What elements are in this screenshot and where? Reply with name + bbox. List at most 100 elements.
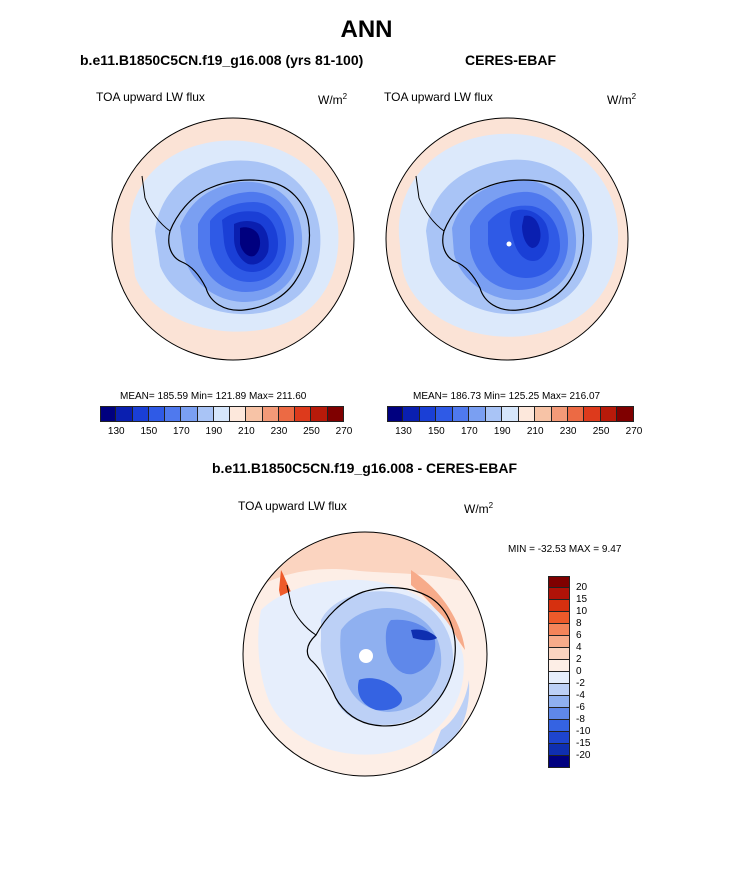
diff-colorbar-label: -20 — [576, 750, 591, 761]
colorbar-cell — [148, 406, 166, 422]
colorbar-tick-label: 170 — [460, 426, 478, 437]
colorbar-cell — [617, 406, 634, 422]
colorbar-cell — [132, 406, 149, 422]
colorbar-cell — [246, 406, 263, 422]
diff-colorbar-cell — [548, 744, 570, 756]
diff-colorbar-label: 8 — [576, 618, 582, 629]
diff-colorbar-label: -10 — [576, 726, 591, 737]
left-contour-7 — [240, 227, 261, 257]
colorbar-tick-label: 170 — [172, 426, 190, 437]
colorbar-tick-label: 230 — [270, 426, 288, 437]
colorbar-tick-label: 250 — [592, 426, 610, 437]
right-peninsula-outline — [415, 175, 445, 232]
colorbar-cell — [165, 406, 182, 422]
colorbar-cell — [327, 406, 344, 422]
colorbar-cell — [567, 406, 585, 422]
diff-colorbar-cell — [548, 624, 570, 636]
right-colorbar-ticks: 130 150 170 190 210 230 250 270 — [387, 426, 642, 440]
colorbar-tick-label: 250 — [303, 426, 320, 437]
left-colorbar-frame — [100, 406, 344, 422]
figure-title: ANN — [340, 16, 393, 43]
left-panel-title: b.e11.B1850C5CN.f19_g16.008 (yrs 81-100) — [80, 52, 364, 68]
diff-colorbar-cell — [548, 708, 570, 720]
diff-cool-southeast — [431, 680, 470, 755]
right-colorbar — [387, 406, 634, 422]
diff-colorbar-label: -8 — [576, 714, 585, 725]
colorbar-cell — [295, 406, 312, 422]
diff-colorbar-cell — [548, 588, 570, 600]
diff-colorbar-label: 0 — [576, 666, 582, 677]
colorbar-tick-label: 210 — [526, 426, 544, 437]
diff-colorbar-label: 10 — [576, 606, 588, 617]
left-map-border — [111, 117, 355, 361]
diff-colorbar-label: -6 — [576, 702, 585, 713]
right-pole-hole — [506, 241, 512, 247]
colorbar-tick-label: 270 — [625, 426, 643, 437]
left-unit-label: W/m2 — [318, 92, 348, 107]
left-colorbar-ticks: 130 150 170 190 210 230 250 270 — [100, 426, 352, 440]
diff-panel-title: b.e11.B1850C5CN.f19_g16.008 - CERES-EBAF — [212, 460, 518, 476]
right-unit-label: W/m2 — [607, 92, 637, 107]
diff-colorbar-label: 6 — [576, 630, 582, 641]
colorbar-cell — [262, 406, 279, 422]
diff-pole-hole — [359, 649, 373, 663]
colorbar-tick-label: 130 — [107, 426, 125, 437]
diff-min-max: MIN = -32.53 MAX = 9.47 — [508, 544, 622, 555]
diff-contour-5 — [411, 629, 437, 641]
colorbar-cell — [485, 406, 503, 422]
left-polar-map — [111, 117, 355, 361]
diff-colorbar-cell — [548, 684, 570, 696]
diff-map-border — [242, 531, 488, 777]
diff-colorbar-label: -4 — [576, 690, 585, 701]
diff-colorbar-label: 4 — [576, 642, 582, 653]
colorbar-cell — [403, 406, 420, 422]
colorbar-cell — [419, 406, 437, 422]
colorbar-cell — [600, 406, 618, 422]
colorbar-cell — [311, 406, 328, 422]
colorbar-tick-label: 270 — [335, 426, 353, 437]
colorbar-cell — [469, 406, 486, 422]
diff-colorbar-label: 20 — [576, 582, 588, 593]
colorbar-cell — [452, 406, 470, 422]
colorbar-tick-label: 190 — [205, 426, 223, 437]
diff-contour-4 — [357, 678, 402, 711]
colorbar-cell — [387, 406, 404, 422]
diff-colorbar-label: 15 — [576, 594, 588, 605]
diff-colorbar-cell — [548, 696, 570, 708]
right-colorbar-frame — [387, 406, 634, 422]
colorbar-cell — [116, 406, 133, 422]
diff-colorbar-cell — [548, 612, 570, 624]
colorbar-cell — [436, 406, 453, 422]
colorbar-tick-label: 150 — [428, 426, 445, 437]
colorbar-cell — [535, 406, 552, 422]
colorbar-tick-label: 210 — [238, 426, 255, 437]
colorbar-cell — [213, 406, 231, 422]
diff-colorbar-frame — [548, 576, 570, 768]
colorbar-tick-label: 230 — [559, 426, 577, 437]
right-stats: MEAN= 186.73 Min= 125.25 Max= 216.07 — [413, 391, 601, 402]
left-stats: MEAN= 185.59 Min= 121.89 Max= 211.60 — [120, 391, 307, 402]
colorbar-cell — [518, 406, 536, 422]
right-variable-label: TOA upward LW flux — [384, 90, 493, 104]
right-map-border — [385, 117, 629, 361]
diff-colorbar-label: -15 — [576, 738, 591, 749]
diff-unit-label: W/m2 — [464, 501, 494, 516]
right-panel-title: CERES-EBAF — [465, 52, 557, 68]
diff-colorbar-cell — [548, 636, 570, 648]
diff-colorbar-label: 2 — [576, 654, 582, 665]
diff-colorbar-cell — [548, 732, 570, 744]
right-antarctica-outline — [442, 179, 585, 311]
colorbar-cell — [278, 406, 296, 422]
diff-polar-map — [242, 531, 488, 777]
diff-colorbar-cell — [548, 720, 570, 732]
left-antarctica-outline — [168, 179, 311, 311]
diff-peninsula-outline — [286, 584, 317, 636]
diff-colorbar-cell — [548, 576, 570, 588]
colorbar-tick-label: 130 — [395, 426, 412, 437]
colorbar-cell — [197, 406, 214, 422]
diff-colorbar-cell — [548, 672, 570, 684]
colorbar-cell — [551, 406, 568, 422]
left-variable-label: TOA upward LW flux — [96, 90, 205, 104]
diff-antarctica-outline — [306, 587, 456, 727]
left-peninsula-outline — [141, 175, 171, 232]
